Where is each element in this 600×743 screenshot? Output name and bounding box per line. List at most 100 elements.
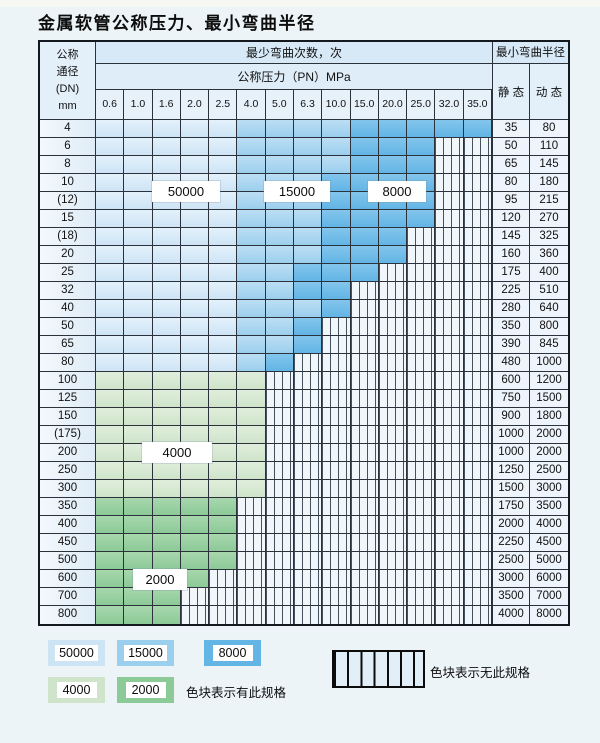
no-spec-cell [237, 552, 266, 569]
no-spec-cell [378, 408, 408, 425]
radius-header: 最小弯曲半径 [493, 42, 568, 64]
no-spec-cell [407, 354, 436, 371]
static-cell: 4000 [493, 606, 530, 624]
cycle-cell [209, 426, 238, 443]
cycle-cell [293, 282, 323, 299]
no-spec-cell [463, 588, 492, 605]
no-spec-cell [209, 606, 238, 624]
no-spec-cell [378, 282, 408, 299]
no-spec-cell [463, 408, 492, 425]
cycle-cell [209, 336, 238, 353]
static-cell: 3500 [493, 588, 530, 605]
cycle-cell [96, 174, 125, 191]
no-spec-cell [407, 336, 436, 353]
cycle-cell [124, 390, 153, 407]
table-row: 250 1250 2500 [40, 462, 568, 480]
cycle-cell [265, 246, 294, 263]
cycle-cell [180, 246, 210, 263]
cycle-cell [152, 354, 181, 371]
cycle-cell [96, 354, 125, 371]
table-row: 4 35 80 [40, 120, 568, 138]
static-cell: 35 [493, 120, 530, 137]
no-spec-cell [350, 516, 379, 533]
no-spec-cell [350, 408, 379, 425]
dynamic-cell: 7000 [530, 588, 568, 605]
cycle-cell [407, 138, 436, 155]
cycle-cell [96, 120, 125, 137]
cycle-cell [322, 138, 351, 155]
cycle-cell [293, 318, 323, 335]
cycle-cell [152, 210, 181, 227]
cycle-cell [209, 138, 238, 155]
cycle-cell [265, 354, 294, 371]
radius-header-block: 最小弯曲半径 静 态 动 态 [493, 42, 568, 119]
table-row: 32 225 510 [40, 282, 568, 300]
pressure-tick: 4.0 [237, 90, 266, 119]
zone-cells [96, 372, 493, 389]
cycle-label-overlay: 15000 [264, 181, 330, 202]
cycle-cell [237, 282, 266, 299]
cycle-cell [350, 246, 379, 263]
cycle-cell [152, 588, 181, 605]
cycle-cell [293, 210, 323, 227]
table-row: 400 2000 4000 [40, 516, 568, 534]
table-row: 80 480 1000 [40, 354, 568, 372]
dn-cell: 40 [40, 300, 96, 317]
dynamic-cell: 4000 [530, 516, 568, 533]
dn-cell: 700 [40, 588, 96, 605]
zone-cells [96, 120, 493, 137]
cycle-cell [152, 426, 181, 443]
table-row: 500 2500 5000 [40, 552, 568, 570]
table-row: 40 280 640 [40, 300, 568, 318]
no-spec-cell [237, 516, 266, 533]
dynamic-cell: 5000 [530, 552, 568, 569]
legend-swatch: 4000 [48, 677, 105, 703]
zone-cells [96, 606, 493, 624]
cycle-cell [180, 462, 210, 479]
no-spec-cell [209, 570, 238, 587]
no-spec-cell [322, 516, 351, 533]
no-spec-cell [378, 516, 408, 533]
no-spec-cell [463, 606, 492, 624]
static-cell: 145 [493, 228, 530, 245]
cycle-cell [237, 300, 266, 317]
no-spec-cell [463, 336, 492, 353]
cycle-cell [180, 138, 210, 155]
cycle-cell [152, 282, 181, 299]
dynamic-cell: 360 [530, 246, 568, 263]
cycle-cell [265, 120, 294, 137]
no-spec-cell [322, 372, 351, 389]
no-spec-cell [237, 588, 266, 605]
no-spec-cell [265, 408, 294, 425]
no-spec-cell [435, 534, 464, 551]
no-spec-cell [378, 588, 408, 605]
legend-swatch: 15000 [117, 640, 174, 666]
dn-cell: 500 [40, 552, 96, 569]
cycles-header: 最少弯曲次数，次 [96, 42, 492, 64]
cycle-cell [124, 228, 153, 245]
zone-cells [96, 552, 493, 569]
no-spec-cell [322, 498, 351, 515]
dn-cell: 600 [40, 570, 96, 587]
static-cell: 390 [493, 336, 530, 353]
no-spec-cell [293, 606, 323, 624]
cycle-cell [152, 318, 181, 335]
zone-cells [96, 498, 493, 515]
no-spec-cell [350, 282, 379, 299]
no-spec-cell [209, 588, 238, 605]
dynamic-cell: 3000 [530, 480, 568, 497]
cycle-cell [124, 354, 153, 371]
zone-cells [96, 516, 493, 533]
cycle-cell [407, 210, 436, 227]
cycle-cell [293, 336, 323, 353]
dynamic-cell: 4500 [530, 534, 568, 551]
dn-cell: 300 [40, 480, 96, 497]
cycle-cell [96, 156, 125, 173]
static-cell: 600 [493, 372, 530, 389]
no-spec-cell [378, 570, 408, 587]
cycle-cell [237, 246, 266, 263]
cycle-cell [209, 516, 238, 533]
no-spec-cell [293, 408, 323, 425]
cycle-cell [180, 408, 210, 425]
cycle-cell [237, 444, 266, 461]
